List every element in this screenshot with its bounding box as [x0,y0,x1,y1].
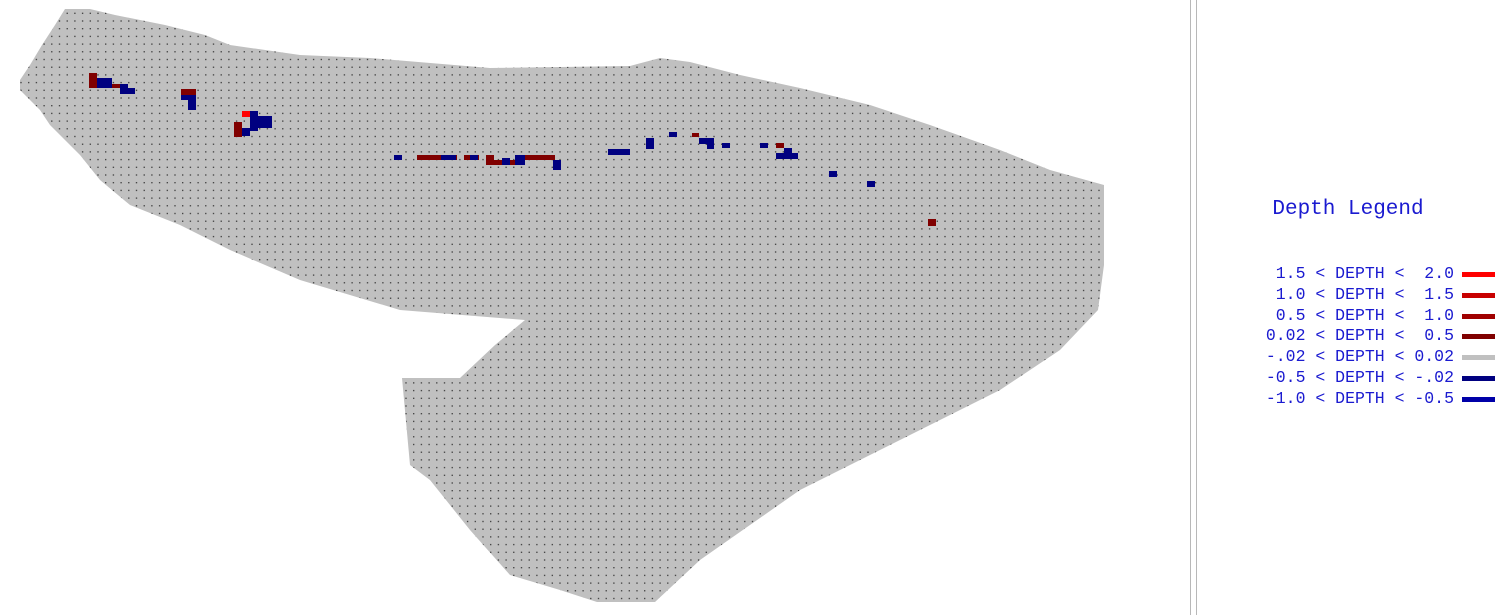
legend-color-swatch [1462,293,1495,298]
depth-cell [120,88,135,94]
depth-cell [417,155,457,160]
depth-cell [776,153,798,159]
depth-cell [553,160,561,170]
legend-item: 1.0 < DEPTH < 1.5 [1200,285,1500,305]
depth-cell [692,133,699,137]
depth-cell [722,143,730,148]
depth-cell [97,78,112,88]
panel-divider [1196,0,1197,615]
depth-cells [89,73,936,226]
legend-item: -0.5 < DEPTH < -.02 [1200,368,1500,388]
depth-cell [188,95,196,110]
legend-item: -.02 < DEPTH < 0.02 [1200,347,1500,367]
depth-cell [250,111,258,131]
legend-item-label: -1.0 < DEPTH < -0.5 [1265,389,1454,408]
legend-item: 1.5 < DEPTH < 2.0 [1200,264,1500,284]
depth-cell [255,116,272,128]
depth-cell [525,155,555,160]
legend-color-swatch [1462,397,1495,402]
depth-cell [699,138,714,144]
depth-map [20,9,1104,602]
legend-item-label: 1.5 < DEPTH < 2.0 [1275,264,1454,283]
depth-cell [89,73,97,88]
legend-color-swatch [1462,355,1495,360]
depth-cell [394,155,402,160]
depth-cell [112,84,120,88]
depth-cell [441,155,456,160]
depth-cell [867,181,875,187]
legend-color-swatch [1462,272,1495,277]
depth-cell [707,143,714,149]
legend-item-label: -.02 < DEPTH < 0.02 [1265,347,1454,366]
map-domain [20,9,1104,602]
depth-cell [242,111,250,117]
depth-cell [515,155,525,165]
legend-title: Depth Legend [1272,198,1424,221]
legend-color-swatch [1462,334,1495,339]
depth-cell [928,219,936,226]
legend-color-swatch [1462,376,1495,381]
legend-item-label: 0.02 < DEPTH < 0.5 [1265,326,1454,345]
legend-item: 0.02 < DEPTH < 0.5 [1200,326,1500,346]
legend-item: -1.0 < DEPTH < -0.5 [1200,389,1500,409]
panel-divider [1190,0,1191,615]
legend-item-label: -0.5 < DEPTH < -.02 [1265,368,1454,387]
depth-cell [181,89,196,95]
legend-item-label: 1.0 < DEPTH < 1.5 [1275,285,1454,304]
depth-cell [608,149,630,155]
depth-cell [234,122,242,137]
depth-cell [784,148,792,153]
depth-cell [120,84,128,89]
depth-cell [669,132,677,137]
depth-cell [242,128,250,136]
legend-color-swatch [1462,314,1495,319]
legend-item-label: 0.5 < DEPTH < 1.0 [1275,306,1454,325]
depth-cell [776,143,784,148]
depth-cell [829,171,837,177]
depth-cell [486,160,516,165]
depth-cell [502,158,510,165]
depth-cell [760,143,768,148]
depth-cell [470,155,478,160]
legend-item: 0.5 < DEPTH < 1.0 [1200,306,1500,326]
depth-cell [646,138,654,149]
map-mesh-area [20,9,1104,602]
